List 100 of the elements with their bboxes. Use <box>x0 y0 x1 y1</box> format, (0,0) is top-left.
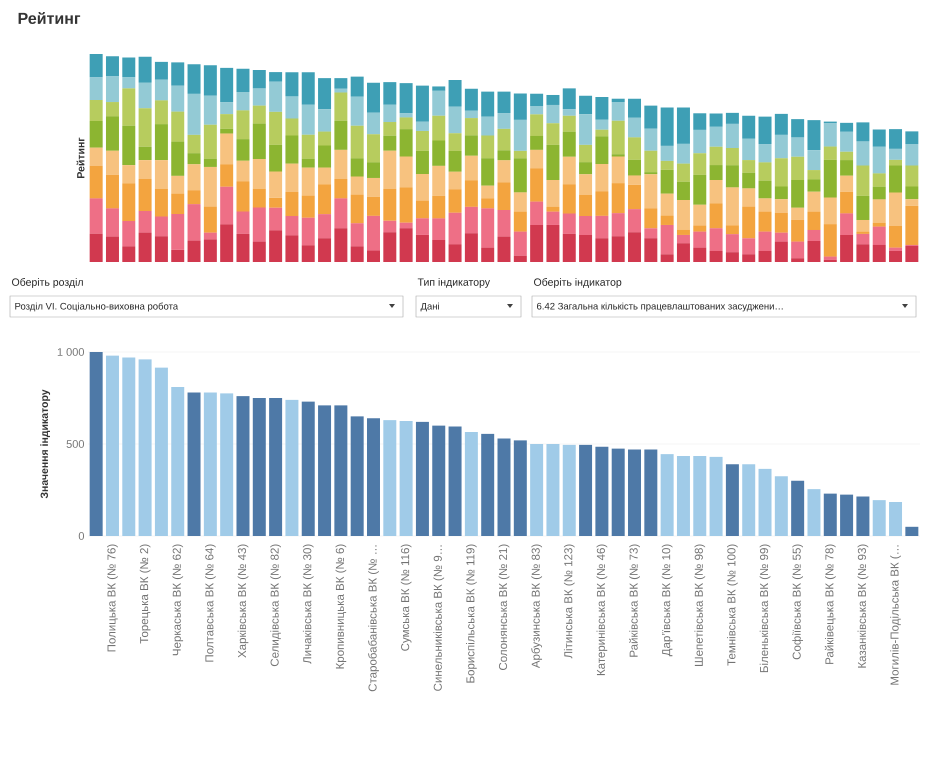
bar <box>791 137 804 157</box>
bar <box>546 123 560 145</box>
bar <box>758 212 772 232</box>
bar <box>710 203 723 228</box>
bar <box>432 90 446 116</box>
bar <box>530 136 544 150</box>
bar <box>416 234 429 262</box>
bar <box>676 182 690 200</box>
bar <box>334 179 348 198</box>
bar <box>514 192 527 212</box>
bar <box>106 150 119 175</box>
bar <box>628 232 642 262</box>
bar <box>448 150 462 172</box>
y-axis-title: Значення індикатору <box>40 389 50 498</box>
bar <box>106 76 119 102</box>
bar <box>366 162 380 178</box>
bar <box>252 188 266 208</box>
bar <box>400 228 413 262</box>
bar <box>383 136 396 151</box>
bar <box>498 236 511 262</box>
bar <box>318 109 332 132</box>
bar <box>579 162 592 174</box>
bar <box>676 243 690 262</box>
bar <box>383 82 396 105</box>
bar <box>220 68 234 102</box>
bar <box>872 222 886 227</box>
bar <box>481 116 494 136</box>
y-axis-title: Рейтинг <box>76 138 84 178</box>
x-tick-label: Райківецька ВК (№ 78) <box>824 544 836 664</box>
bar <box>514 158 527 192</box>
bar <box>693 113 706 130</box>
bar <box>742 188 756 207</box>
bar <box>204 239 217 262</box>
bar <box>774 114 788 135</box>
bar <box>807 489 820 536</box>
bar <box>742 238 756 254</box>
bar <box>448 244 462 262</box>
bar <box>302 245 315 262</box>
bar <box>595 216 608 238</box>
bar <box>791 242 804 258</box>
x-tick-label: Харківська ВК (№ 43) <box>238 544 248 658</box>
bar <box>856 496 870 536</box>
bar <box>595 97 608 120</box>
bar <box>138 211 152 233</box>
bar <box>612 156 625 184</box>
bar <box>595 136 608 164</box>
bar <box>710 113 723 127</box>
bar <box>285 192 298 216</box>
bar <box>464 135 478 156</box>
bar <box>171 176 184 194</box>
bar <box>889 129 902 149</box>
bar <box>106 174 119 208</box>
bar <box>628 98 642 118</box>
bar <box>562 184 576 214</box>
bar <box>856 122 870 142</box>
x-tick-label: Старобабанівська ВК (№ … <box>368 545 379 692</box>
bar <box>383 188 396 221</box>
bar <box>856 141 870 166</box>
bar <box>318 238 332 262</box>
bar <box>498 150 511 160</box>
bar <box>90 54 103 78</box>
bar <box>726 148 739 166</box>
bar <box>285 136 298 164</box>
bar <box>628 184 642 210</box>
bar <box>562 132 576 157</box>
bar <box>498 438 510 536</box>
bar <box>612 102 625 121</box>
text: 6.42 Загальна кількість працевлаштованих засуджени… <box>537 302 783 312</box>
bar <box>546 206 560 212</box>
bar <box>285 235 298 262</box>
bar <box>236 68 250 92</box>
bar <box>889 148 902 160</box>
bar <box>302 196 315 218</box>
bar <box>562 214 576 234</box>
bar <box>171 250 184 262</box>
bar <box>905 165 918 186</box>
bar <box>726 464 739 536</box>
bar <box>220 128 234 134</box>
bar <box>856 234 870 244</box>
bar <box>498 92 511 114</box>
bar <box>644 228 658 238</box>
bar <box>236 182 250 212</box>
bar <box>220 164 234 187</box>
bar <box>710 180 723 204</box>
bar <box>366 82 380 113</box>
bar <box>285 164 298 192</box>
bar <box>106 56 119 76</box>
bar <box>220 114 234 129</box>
bar <box>350 126 364 158</box>
bar <box>464 206 478 234</box>
bar <box>774 242 788 262</box>
bar <box>432 240 446 262</box>
bar <box>595 120 608 130</box>
bar <box>758 180 772 198</box>
bar <box>416 122 429 131</box>
bar <box>481 198 494 208</box>
bar <box>693 130 706 154</box>
bar <box>318 78 332 110</box>
bar <box>612 120 625 154</box>
bar <box>660 170 674 194</box>
